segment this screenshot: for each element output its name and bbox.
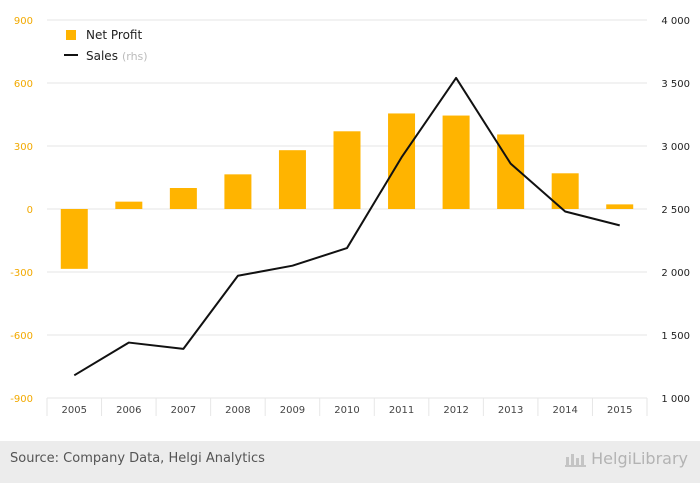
brand[interactable]: HelgiLibrary — [565, 449, 688, 468]
sales-line-path — [73, 76, 620, 377]
helgi-logo-icon — [565, 453, 587, 467]
left-tick-label: -900 — [10, 394, 33, 405]
x-tick-label: 2014 — [552, 405, 577, 416]
x-tick-label: 2011 — [389, 405, 414, 416]
x-tick-label: 2005 — [62, 405, 87, 416]
right-axis-ticks: 1 000 1 500 2 000 2 500 3 000 3 500 4 000 — [661, 16, 690, 405]
left-tick-label: 300 — [14, 142, 33, 153]
x-tick-label: 2010 — [334, 405, 359, 416]
left-tick-label: -300 — [10, 268, 33, 279]
sales-line — [73, 76, 620, 377]
left-tick-label: -600 — [10, 331, 33, 342]
legend-swatch-net-profit — [66, 30, 76, 40]
source-note: Source: Company Data, Helgi Analytics — [10, 451, 265, 466]
footer: Source: Company Data, Helgi Analytics He… — [0, 441, 700, 483]
right-tick-label: 4 000 — [661, 16, 690, 27]
bar-net-profit — [606, 204, 634, 209]
right-tick-label: 1 000 — [661, 394, 690, 405]
x-tick-label: 2015 — [607, 405, 632, 416]
chart: -900 -600 -300 0 300 600 900 1 000 1 500 2 000 2 … — [10, 16, 690, 416]
x-tick-label: 2006 — [116, 405, 141, 416]
left-tick-label: 900 — [14, 16, 33, 27]
right-tick-label: 1 500 — [661, 331, 690, 342]
brand-name: HelgiLibrary — [591, 449, 688, 468]
left-tick-label: 0 — [27, 205, 33, 216]
left-tick-label: 600 — [14, 79, 33, 90]
bar-net-profit — [60, 209, 88, 269]
right-tick-label: 2 500 — [661, 205, 690, 216]
x-tick-label: 2008 — [225, 405, 250, 416]
bar-net-profit — [388, 113, 416, 209]
x-tick-label: 2009 — [280, 405, 305, 416]
x-tick-label: 2013 — [498, 405, 523, 416]
bar-net-profit — [442, 115, 470, 209]
bar-net-profit — [115, 201, 143, 209]
bar-net-profit — [224, 174, 252, 209]
legend-label-net-profit: Net Profit — [86, 28, 142, 42]
bar-net-profit — [278, 150, 306, 209]
bar-net-profit — [169, 188, 197, 209]
legend-sales-suffix: (rhs) — [122, 50, 148, 63]
left-axis-ticks: -900 -600 -300 0 300 600 900 — [10, 16, 33, 405]
x-tick-label: 2012 — [443, 405, 468, 416]
right-tick-label: 3 000 — [661, 142, 690, 153]
x-axis-ticks: 2005 2006 2007 2008 2009 2010 2011 2012 2013 2014… — [62, 405, 633, 416]
legend-sales-name: Sales — [86, 49, 118, 63]
legend: Net Profit Sales (rhs) — [64, 28, 148, 63]
bar-net-profit — [333, 131, 361, 209]
net-profit-bars — [60, 113, 634, 269]
right-tick-label: 2 000 — [661, 268, 690, 279]
x-tick-label: 2007 — [171, 405, 196, 416]
legend-label-sales: Sales (rhs) — [86, 49, 148, 63]
chart-grid — [46, 19, 648, 416]
right-tick-label: 3 500 — [661, 79, 690, 90]
